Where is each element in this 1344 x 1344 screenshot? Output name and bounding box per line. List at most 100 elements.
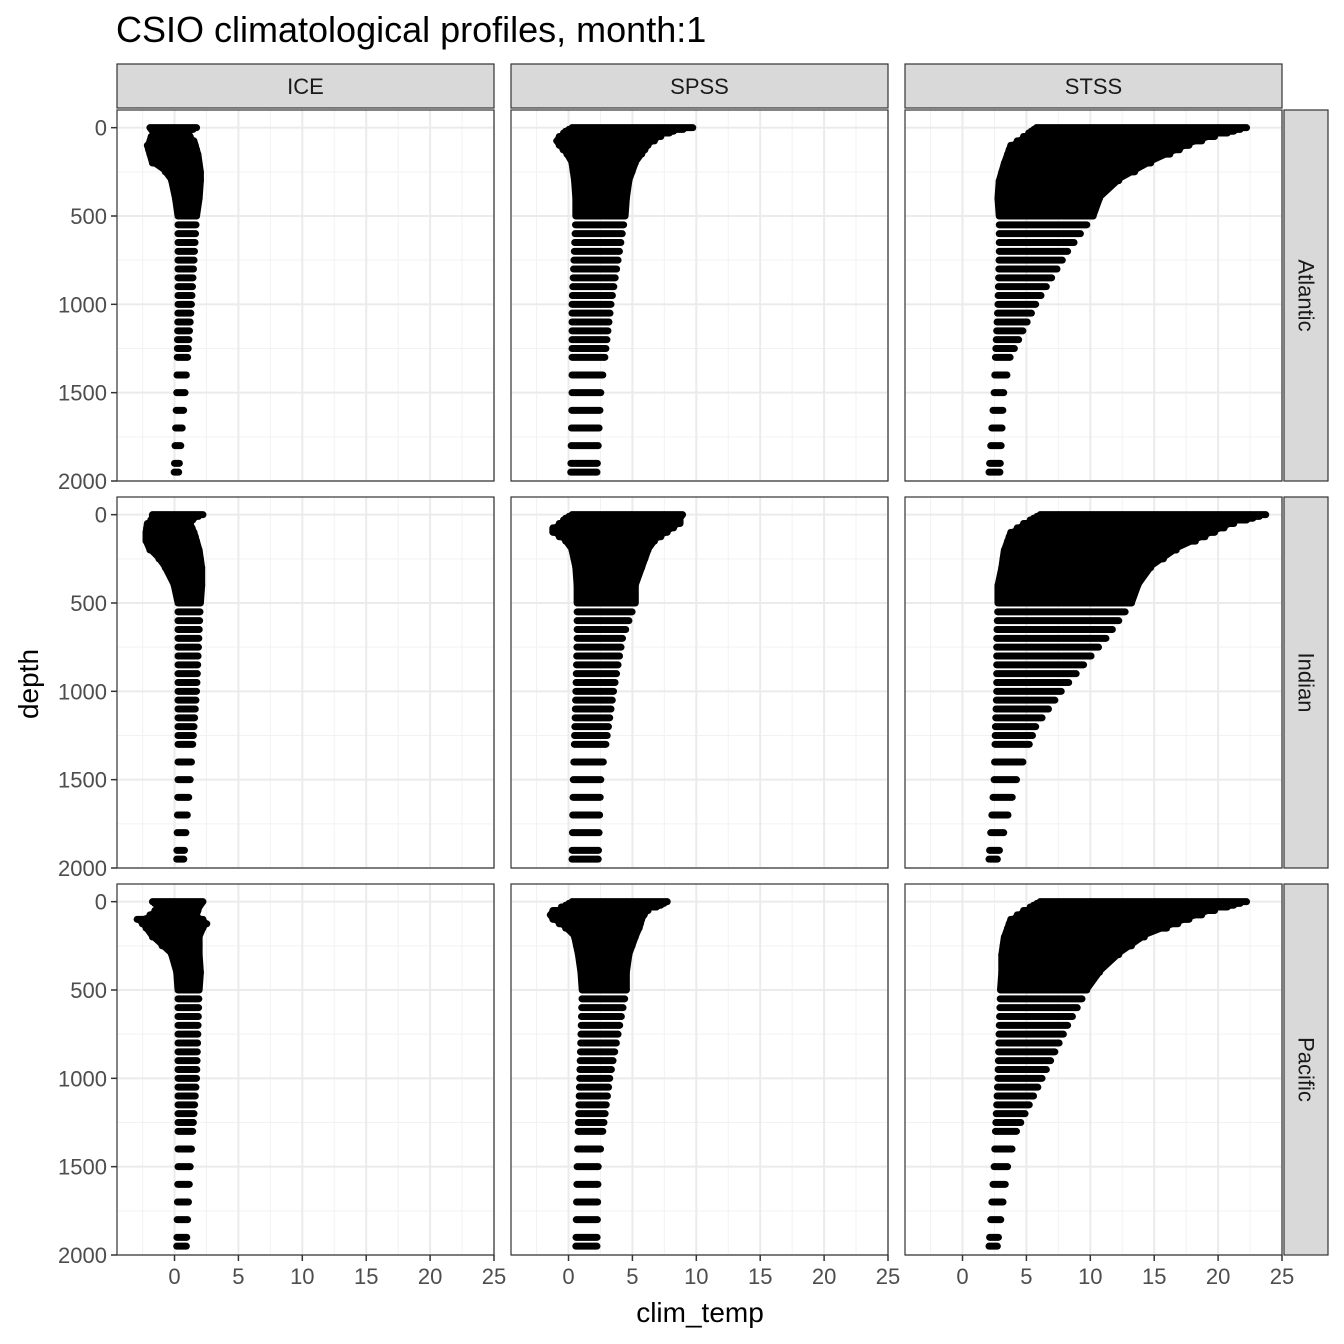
data-point-band xyxy=(572,1216,601,1224)
data-point-band xyxy=(174,265,198,273)
data-point-band xyxy=(570,247,623,255)
data-points xyxy=(549,511,687,863)
data-point-band xyxy=(173,353,192,361)
data-point-band xyxy=(994,292,1045,299)
y-tick-label: 2000 xyxy=(58,856,107,881)
x-tick-label: 20 xyxy=(1206,1264,1230,1289)
y-tick-label: 0 xyxy=(95,116,107,141)
data-point-band xyxy=(995,256,1066,264)
data-point-band xyxy=(576,1057,617,1065)
data-point-band xyxy=(572,670,621,678)
data-point-band xyxy=(173,389,189,397)
data-point-band xyxy=(174,1101,199,1109)
data-point-band xyxy=(569,776,605,784)
data-point-band xyxy=(575,1110,609,1118)
strip-background xyxy=(510,63,889,109)
data-point-band xyxy=(994,300,1040,308)
panel-border xyxy=(116,109,495,482)
data-point-band xyxy=(174,670,201,678)
data-point-band xyxy=(995,265,1061,273)
data-point-band xyxy=(996,1004,1081,1012)
data-point-band xyxy=(174,1083,200,1091)
dense-data-region xyxy=(133,901,211,990)
data-point-band xyxy=(578,995,629,1003)
x-tick-label: 5 xyxy=(1020,1264,1032,1289)
data-point-band xyxy=(571,705,615,713)
data-point-band xyxy=(568,327,612,335)
data-point-band xyxy=(174,1021,202,1029)
x-tick-label: 15 xyxy=(748,1264,772,1289)
x-tick-label: 15 xyxy=(1142,1264,1166,1289)
data-point-band xyxy=(568,345,610,352)
data-point-band xyxy=(172,424,186,432)
chart-title: CSIO climatological profiles, month:1 xyxy=(116,9,706,50)
data-point-band xyxy=(571,239,625,246)
x-tick-label: 0 xyxy=(168,1264,180,1289)
dense-data-region xyxy=(997,901,1251,990)
data-point-band xyxy=(993,670,1080,678)
data-point-band xyxy=(985,468,1004,476)
dense-data-region xyxy=(994,127,1251,216)
data-point-band xyxy=(568,855,602,863)
data-point-band xyxy=(988,1198,1007,1206)
data-point-band xyxy=(173,829,190,837)
data-point-band xyxy=(577,1030,622,1038)
data-point-band xyxy=(174,1039,202,1047)
data-point-band xyxy=(990,389,1008,397)
y-tick-label: 0 xyxy=(95,503,107,528)
data-point-band xyxy=(174,318,194,326)
x-tick-label: 20 xyxy=(418,1264,442,1289)
data-point-band xyxy=(571,732,611,739)
data-point-band xyxy=(573,643,625,651)
strip-label: ICE xyxy=(287,74,324,99)
data-point-band xyxy=(996,995,1086,1003)
dense-data-region xyxy=(994,514,1270,603)
data-point-band xyxy=(568,389,605,397)
data-point-band xyxy=(994,1066,1050,1073)
column-strip-ice: ICE xyxy=(116,63,495,109)
data-point-band xyxy=(993,626,1116,633)
data-point-band xyxy=(174,247,199,255)
data-point-band xyxy=(174,634,203,642)
data-point-band xyxy=(576,1048,619,1056)
strip-background xyxy=(904,63,1283,109)
data-point-band xyxy=(989,793,1016,801)
panel-indian-stss xyxy=(904,496,1283,869)
dense-data-region xyxy=(553,127,697,216)
data-point-band xyxy=(570,758,607,766)
data-point-band xyxy=(174,608,204,616)
data-point-band xyxy=(575,1083,613,1091)
data-point-band xyxy=(992,696,1059,704)
strip-label: Atlantic xyxy=(1294,259,1319,331)
data-point-band xyxy=(572,679,619,686)
data-point-band xyxy=(987,442,1005,450)
data-point-band xyxy=(571,221,628,229)
data-point-band xyxy=(995,230,1084,238)
x-tick-label: 15 xyxy=(354,1264,378,1289)
data-point-band xyxy=(993,318,1031,326)
data-point-band xyxy=(993,1101,1033,1109)
data-points xyxy=(133,898,211,1250)
data-point-band xyxy=(990,1163,1012,1171)
data-point-band xyxy=(174,1145,195,1153)
data-point-band xyxy=(174,239,199,246)
data-point-band xyxy=(995,1021,1072,1029)
data-point-band xyxy=(576,1066,615,1073)
data-point-band xyxy=(571,714,614,722)
data-point-band xyxy=(174,283,196,291)
data-point-band xyxy=(995,247,1072,255)
data-point-band xyxy=(174,1163,194,1171)
data-point-band xyxy=(567,424,603,432)
panel-border xyxy=(904,109,1283,482)
data-point-band xyxy=(174,617,204,625)
data-point-band xyxy=(174,274,197,282)
x-tick-label: 10 xyxy=(684,1264,708,1289)
data-points xyxy=(142,511,207,863)
data-point-band xyxy=(571,723,612,731)
panel-indian-ice: 0 500 1000 1500 2000 xyxy=(58,496,495,881)
data-point-band xyxy=(991,371,1011,379)
data-point-band xyxy=(174,776,194,784)
data-point-band xyxy=(174,643,202,651)
y-axis-title: depth xyxy=(13,649,44,719)
